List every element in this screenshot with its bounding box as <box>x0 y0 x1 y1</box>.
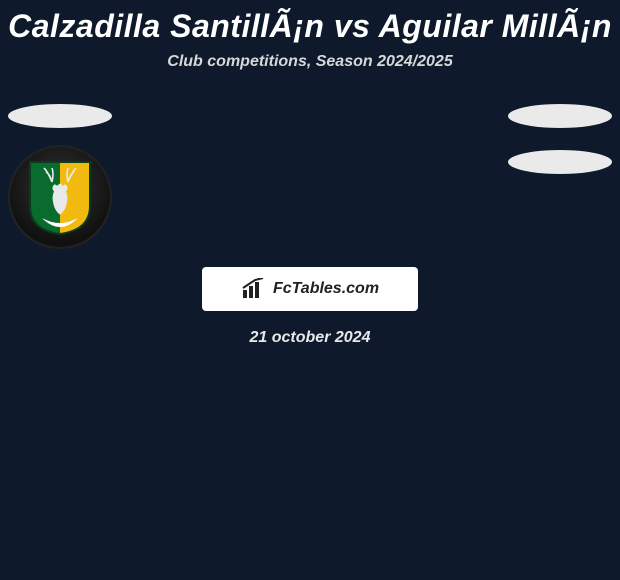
right-team-badge-placeholder <box>508 145 612 179</box>
shield-icon <box>26 158 94 236</box>
page-title: Calzadilla SantillÃ¡n vs Aguilar MillÃ¡n <box>0 8 620 45</box>
subtitle: Club competitions, Season 2024/2025 <box>0 53 620 71</box>
ellipse-icon <box>508 104 612 128</box>
branding-text: FcTables.com <box>273 280 379 298</box>
right-side-column <box>508 99 612 179</box>
branding-badge: FcTables.com <box>202 267 418 311</box>
ellipse-icon <box>8 104 112 128</box>
ellipse-icon <box>508 150 612 174</box>
left-side-column <box>8 99 112 249</box>
stat-bars: 711Matches31Goals00Hattricks0.430.09Goal… <box>126 99 494 163</box>
left-team-badge <box>8 145 112 249</box>
comparison-card: Calzadilla SantillÃ¡n vs Aguilar MillÃ¡n… <box>0 0 620 347</box>
left-player-photo-placeholder <box>8 99 112 133</box>
date-label: 21 october 2024 <box>0 329 620 347</box>
chart-icon <box>241 278 267 300</box>
right-player-photo-placeholder <box>508 99 612 133</box>
comparison-grid: 711Matches31Goals00Hattricks0.430.09Goal… <box>0 99 620 249</box>
